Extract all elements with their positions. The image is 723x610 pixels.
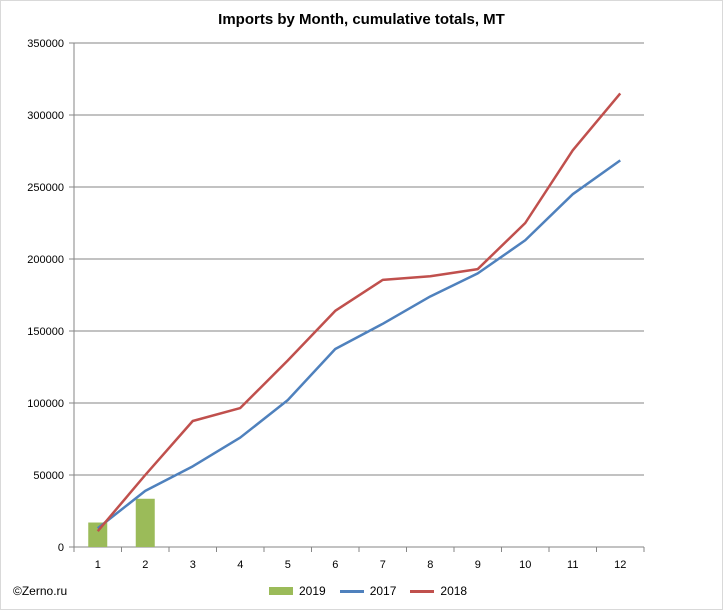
x-tick-label: 5: [285, 559, 291, 571]
legend-swatch-2017: [339, 589, 364, 593]
line-series-2017: [96, 159, 621, 530]
y-tick-label: 50000: [33, 470, 64, 482]
chart-title: Imports by Month, cumulative totals, MT: [218, 11, 505, 28]
x-tick-label: 9: [475, 559, 481, 571]
x-tick-label: 8: [427, 559, 433, 571]
y-tick-label: 100000: [27, 398, 64, 410]
x-tick-label: 4: [237, 559, 243, 571]
y-tick-label: 150000: [27, 326, 64, 338]
x-tick-label: 10: [519, 559, 531, 571]
y-tick-label: 250000: [27, 182, 64, 194]
legend-label-2018: 2018: [440, 584, 468, 598]
bar-2019: [135, 498, 155, 547]
x-tick-label: 2: [142, 559, 148, 571]
x-tick-label: 7: [380, 559, 386, 571]
bar-2019: [88, 522, 108, 547]
copyright-text: ©Zerno.ru: [13, 584, 68, 598]
x-tick-label: 1: [95, 559, 101, 571]
y-tick-label: 200000: [27, 254, 64, 266]
legend-swatch-2019: [269, 587, 293, 595]
y-tick-label: 0: [58, 542, 64, 554]
x-tick-label: 6: [332, 559, 338, 571]
legend-item-2018: 2018: [410, 584, 467, 598]
legend-label-2019: 2019: [299, 584, 326, 598]
legend-item-2017: 2017: [339, 584, 397, 598]
chart-legend: 2019 2017 2018: [269, 583, 481, 599]
legend-swatch-2018: [410, 589, 435, 593]
y-tick-label: 350000: [27, 38, 64, 50]
y-tick-label: 300000: [27, 110, 64, 122]
legend-label-2017: 2017: [369, 584, 397, 598]
x-tick-label: 11: [567, 559, 578, 571]
x-tick-label: 12: [614, 559, 626, 571]
x-tick-label: 3: [190, 559, 196, 571]
legend-item-2019: 2019: [269, 584, 326, 598]
line-series-2018: [96, 92, 622, 532]
